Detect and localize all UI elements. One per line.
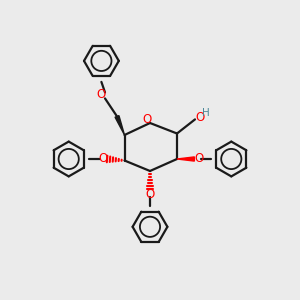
Text: O: O (142, 113, 152, 126)
Text: O: O (194, 152, 203, 166)
Text: H: H (202, 108, 210, 118)
Polygon shape (115, 116, 124, 135)
Text: O: O (98, 152, 107, 166)
Text: O: O (97, 88, 106, 101)
Text: O: O (146, 188, 154, 201)
Text: O: O (196, 111, 205, 124)
Polygon shape (177, 157, 194, 161)
